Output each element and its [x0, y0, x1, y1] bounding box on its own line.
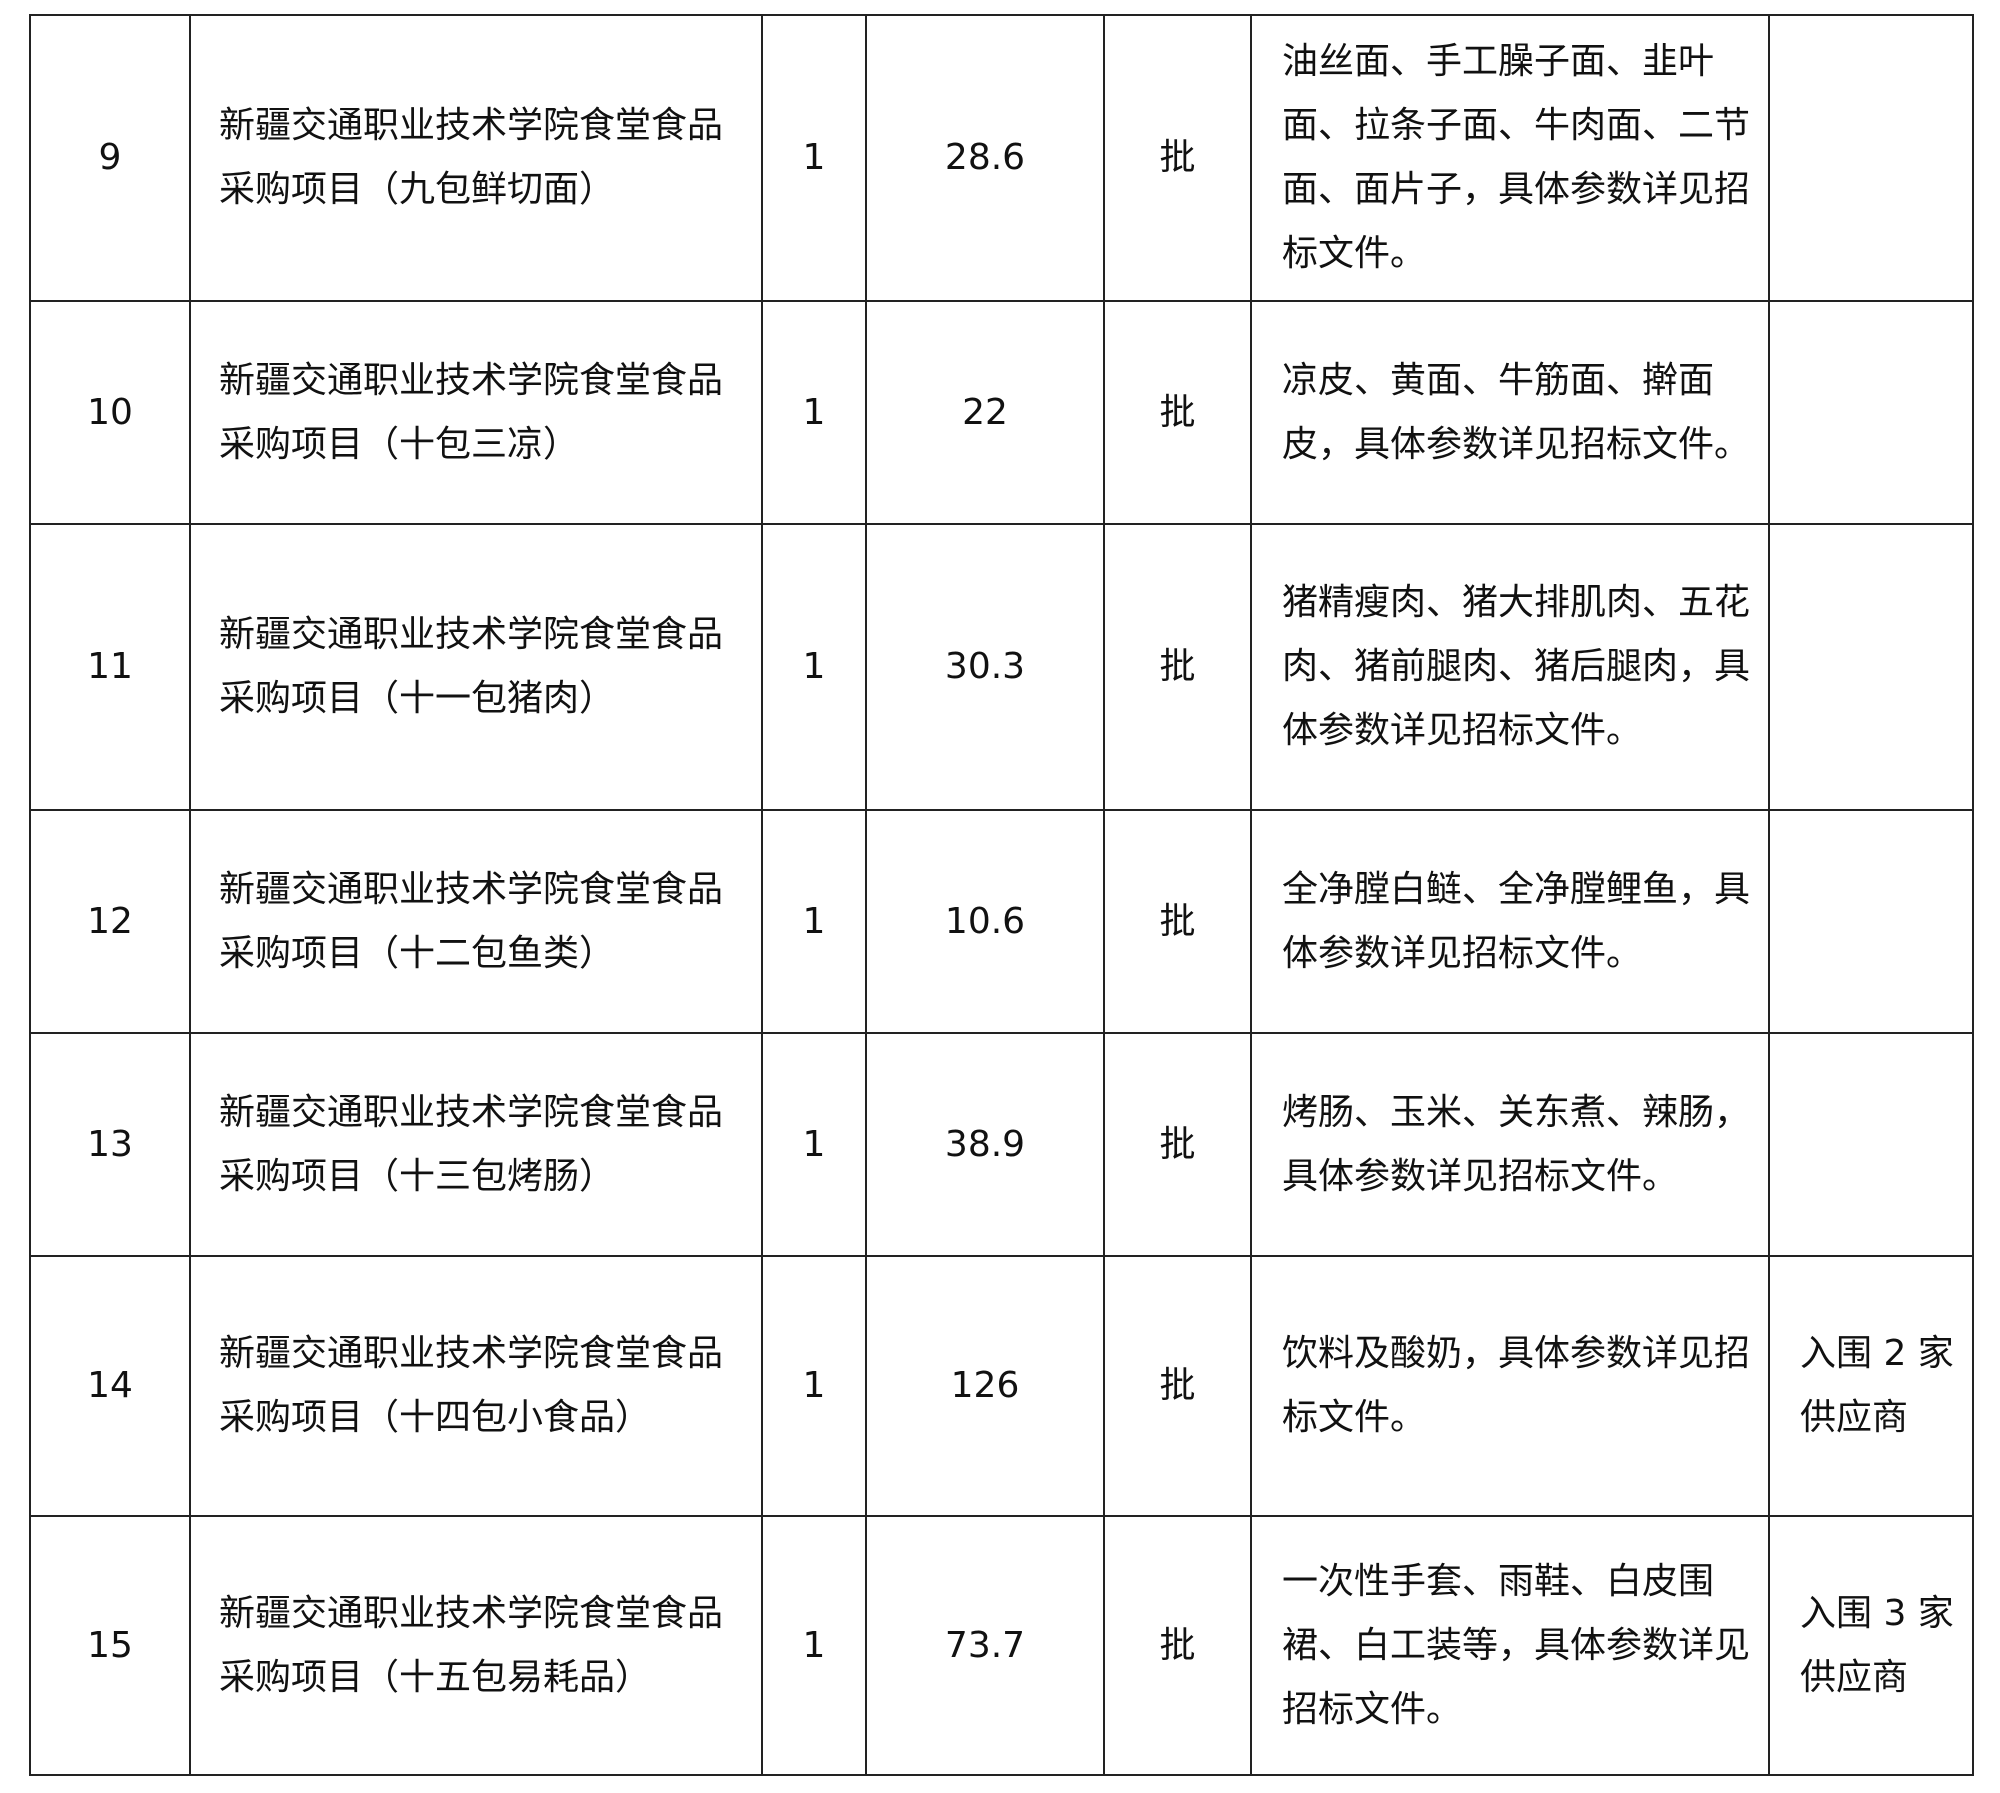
item-number: 15 [29, 1515, 191, 1776]
item-number: 13 [29, 1032, 191, 1257]
unit: 批 [1103, 300, 1252, 525]
unit: 批 [1103, 523, 1252, 811]
note [1768, 523, 1974, 811]
note: 入围 2 家供应商 [1768, 1255, 1974, 1517]
description: 全净膛白鲢、全净膛鲤鱼，具体参数详见招标文件。 [1250, 809, 1770, 1034]
table-row: 11 新疆交通职业技术学院食堂食品采购项目（十一包猪肉） 1 30.3 批 猪精… [29, 523, 1974, 811]
table-row: 15 新疆交通职业技术学院食堂食品采购项目（十五包易耗品） 1 73.7 批 一… [29, 1515, 1974, 1776]
unit: 批 [1103, 1032, 1252, 1257]
description: 饮料及酸奶，具体参数详见招标文件。 [1250, 1255, 1770, 1517]
item-number: 9 [29, 14, 191, 302]
procurement-table: 9 新疆交通职业技术学院食堂食品采购项目（九包鲜切面） 1 28.6 批 油丝面… [29, 14, 1974, 1776]
item-number: 11 [29, 523, 191, 811]
project-name: 新疆交通职业技术学院食堂食品采购项目（十四包小食品） [189, 1255, 763, 1517]
description: 油丝面、手工臊子面、韭叶面、拉条子面、牛肉面、二节面、面片子，具体参数详见招标文… [1250, 14, 1770, 302]
quantity: 1 [761, 1255, 867, 1517]
quantity: 1 [761, 809, 867, 1034]
description: 猪精瘦肉、猪大排肌肉、五花肉、猪前腿肉、猪后腿肉，具体参数详见招标文件。 [1250, 523, 1770, 811]
quantity: 1 [761, 523, 867, 811]
budget: 10.6 [865, 809, 1105, 1034]
project-name: 新疆交通职业技术学院食堂食品采购项目（十包三凉） [189, 300, 763, 525]
quantity: 1 [761, 14, 867, 302]
quantity: 1 [761, 1515, 867, 1776]
description: 一次性手套、雨鞋、白皮围裙、白工装等，具体参数详见招标文件。 [1250, 1515, 1770, 1776]
note [1768, 809, 1974, 1034]
note [1768, 14, 1974, 302]
budget: 30.3 [865, 523, 1105, 811]
budget: 73.7 [865, 1515, 1105, 1776]
unit: 批 [1103, 1255, 1252, 1517]
item-number: 14 [29, 1255, 191, 1517]
unit: 批 [1103, 14, 1252, 302]
project-name: 新疆交通职业技术学院食堂食品采购项目（九包鲜切面） [189, 14, 763, 302]
project-name: 新疆交通职业技术学院食堂食品采购项目（十一包猪肉） [189, 523, 763, 811]
unit: 批 [1103, 809, 1252, 1034]
table-row: 12 新疆交通职业技术学院食堂食品采购项目（十二包鱼类） 1 10.6 批 全净… [29, 809, 1974, 1034]
description: 烤肠、玉米、关东煮、辣肠，具体参数详见招标文件。 [1250, 1032, 1770, 1257]
budget: 28.6 [865, 14, 1105, 302]
note: 入围 3 家供应商 [1768, 1515, 1974, 1776]
project-name: 新疆交通职业技术学院食堂食品采购项目（十五包易耗品） [189, 1515, 763, 1776]
budget: 22 [865, 300, 1105, 525]
project-name: 新疆交通职业技术学院食堂食品采购项目（十二包鱼类） [189, 809, 763, 1034]
description: 凉皮、黄面、牛筋面、擀面皮，具体参数详见招标文件。 [1250, 300, 1770, 525]
budget: 126 [865, 1255, 1105, 1517]
unit: 批 [1103, 1515, 1252, 1776]
table-row: 10 新疆交通职业技术学院食堂食品采购项目（十包三凉） 1 22 批 凉皮、黄面… [29, 300, 1974, 525]
table-row: 9 新疆交通职业技术学院食堂食品采购项目（九包鲜切面） 1 28.6 批 油丝面… [29, 14, 1974, 302]
note [1768, 1032, 1974, 1257]
quantity: 1 [761, 300, 867, 525]
item-number: 12 [29, 809, 191, 1034]
project-name: 新疆交通职业技术学院食堂食品采购项目（十三包烤肠） [189, 1032, 763, 1257]
note [1768, 300, 1974, 525]
table-row: 14 新疆交通职业技术学院食堂食品采购项目（十四包小食品） 1 126 批 饮料… [29, 1255, 1974, 1517]
table-row: 13 新疆交通职业技术学院食堂食品采购项目（十三包烤肠） 1 38.9 批 烤肠… [29, 1032, 1974, 1257]
quantity: 1 [761, 1032, 867, 1257]
budget: 38.9 [865, 1032, 1105, 1257]
item-number: 10 [29, 300, 191, 525]
